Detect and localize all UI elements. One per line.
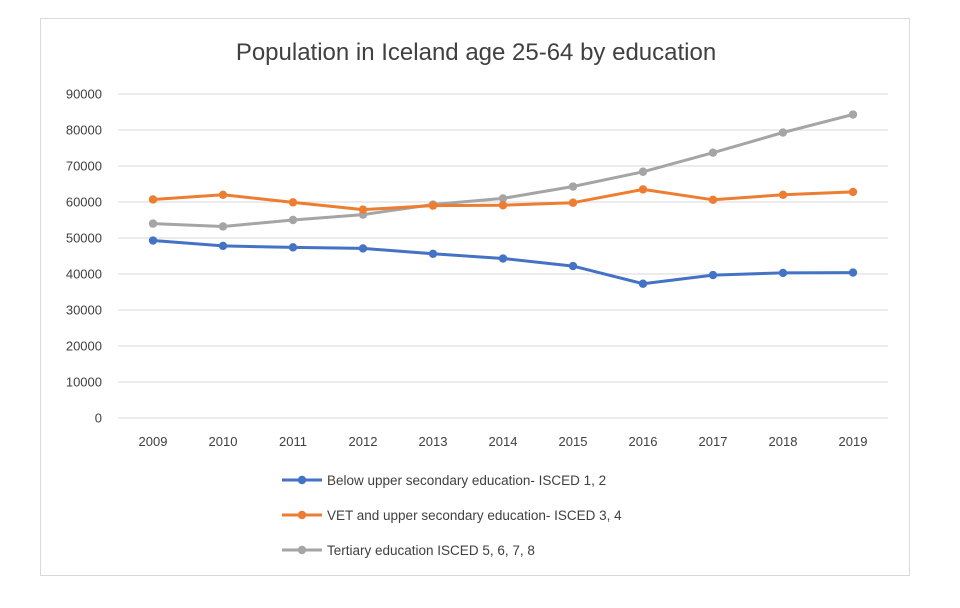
data-point [848,187,858,197]
y-tick-label: 40000 [66,267,102,282]
data-point [568,198,578,207]
gridlines [118,93,888,419]
data-point [288,243,298,252]
legend-swatch-marker [297,545,307,555]
data-point [428,249,438,259]
x-tick-label: 2018 [769,434,798,449]
y-tick-label: 30000 [66,303,102,318]
x-tick-label: 2019 [839,434,868,449]
data-point [218,190,228,199]
x-tick-label: 2009 [139,434,168,449]
data-point [358,244,368,253]
series-2 [148,185,858,214]
legend-item: Below upper secondary education- ISCED 1… [282,473,606,488]
data-point [498,254,508,263]
data-point [778,128,788,137]
chart-title: Population in Iceland age 25-64 by educa… [236,39,716,66]
data-point [778,268,788,278]
x-tick-label: 2012 [349,434,378,449]
data-point [638,167,648,176]
x-tick-label: 2015 [559,434,588,449]
data-point [148,195,158,204]
y-tick-label: 60000 [66,195,102,210]
data-point [708,148,718,157]
legend-label: Below upper secondary education- ISCED 1… [327,473,606,488]
data-point [708,195,718,205]
data-point [498,194,508,203]
data-point [498,201,508,210]
series-line [151,113,855,228]
legend-item: Tertiary education ISCED 5, 6, 7, 8 [282,543,535,558]
data-point [568,261,578,271]
data-point [218,241,228,251]
data-point [778,190,788,199]
legend-swatch-marker [297,475,307,485]
y-axis: 0 10000 20000 30000 40000 50000 60000 70000 8000… [66,87,102,426]
x-tick-label: 2016 [629,434,658,449]
legend: Below upper secondary education- ISCED 1… [282,473,622,558]
data-point [288,198,298,207]
x-tick-label: 2013 [419,434,448,449]
legend-item: VET and upper secondary education- ISCED… [282,508,622,523]
data-point [638,185,648,194]
x-tick-label: 2011 [279,434,307,449]
chart-frame [40,18,910,576]
data-point [638,279,648,288]
y-tick-label: 90000 [66,87,102,102]
data-point [358,205,368,214]
y-tick-label: 0 [95,411,102,426]
data-point [568,182,578,191]
y-tick-label: 50000 [66,231,102,246]
x-axis: 2009 2010 2011 2012 2013 2014 2015 2016 2017 2018… [139,434,868,449]
data-point [218,222,228,231]
x-tick-label: 2010 [209,434,238,449]
data-point [148,219,158,228]
data-point [848,268,858,277]
y-tick-label: 20000 [66,339,102,354]
x-tick-label: 2017 [699,434,728,449]
legend-label: VET and upper secondary education- ISCED… [327,508,622,523]
legend-swatch-marker [297,510,307,520]
x-tick-label: 2014 [489,434,518,449]
data-point [708,270,718,280]
y-tick-label: 80000 [66,123,102,138]
series-group [148,110,858,288]
y-tick-label: 70000 [66,159,102,174]
data-point [428,201,438,210]
legend-label: Tertiary education ISCED 5, 6, 7, 8 [327,543,535,558]
y-tick-label: 10000 [66,375,102,390]
series-1 [148,236,858,288]
data-point [848,110,858,119]
data-point [148,236,158,245]
series-3 [148,110,858,231]
data-point [288,215,298,225]
